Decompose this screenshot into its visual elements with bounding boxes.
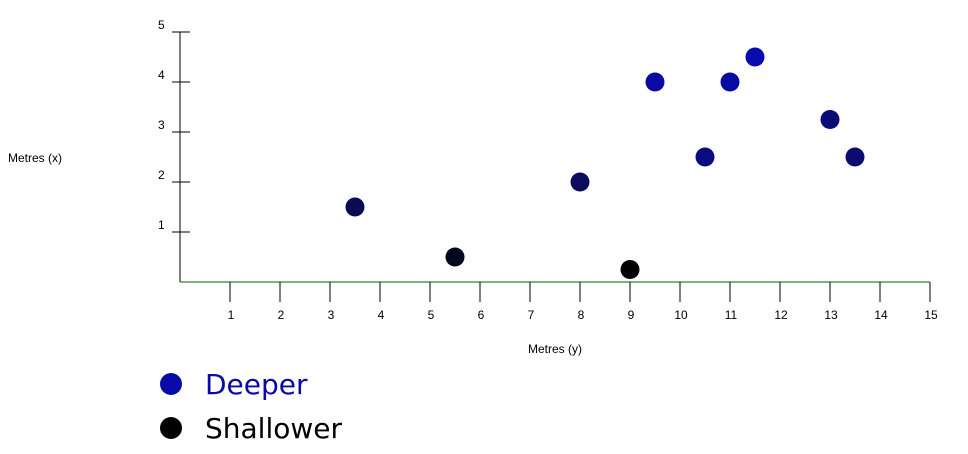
- data-point-1: [345, 197, 365, 217]
- data-point-6: [695, 147, 715, 167]
- x-tick-label-15: 15: [924, 308, 938, 322]
- x-tick-label-2: 2: [278, 308, 285, 322]
- y-tick-label-4: 4: [158, 68, 165, 82]
- legend-label-deeper: Deeper: [205, 367, 308, 401]
- data-point-7: [720, 72, 740, 92]
- y-tick-label-5: 5: [158, 18, 165, 32]
- x-tick-label-5: 5: [428, 308, 435, 322]
- legend-item-deeper: Deeper: [160, 362, 342, 406]
- data-points: [345, 47, 865, 279]
- data-point-9: [820, 110, 840, 129]
- x-tick-label-14: 14: [874, 308, 888, 322]
- y-axis-title: Metres (x): [8, 151, 62, 165]
- x-tick-label-1: 1: [228, 308, 235, 322]
- legend-swatch-shallower: [160, 417, 182, 439]
- x-tick-label-12: 12: [774, 308, 788, 322]
- data-point-5: [645, 72, 665, 92]
- x-tick-label-8: 8: [578, 308, 585, 322]
- x-tick-label-7: 7: [528, 308, 535, 322]
- data-point-10: [845, 147, 865, 167]
- data-point-4: [620, 260, 640, 279]
- x-tick-label-6: 6: [478, 308, 485, 322]
- x-tick-label-11: 11: [725, 308, 738, 322]
- x-axis-title: Metres (y): [528, 342, 582, 356]
- legend-swatch-deeper: [160, 373, 182, 395]
- legend: Deeper Shallower: [160, 362, 342, 450]
- x-tick-label-9: 9: [628, 308, 635, 322]
- x-tick-label-4: 4: [378, 308, 385, 322]
- legend-label-shallower: Shallower: [205, 411, 343, 445]
- x-tick-label-3: 3: [328, 308, 335, 322]
- legend-item-shallower: Shallower: [160, 406, 342, 450]
- data-point-8: [745, 47, 765, 67]
- y-tick-label-2: 2: [158, 168, 165, 182]
- data-point-3: [570, 172, 590, 192]
- y-tick-label-1: 1: [158, 218, 165, 232]
- x-tick-label-13: 13: [824, 308, 838, 322]
- x-tick-label-10: 10: [674, 308, 688, 322]
- data-point-2: [445, 247, 465, 267]
- y-tick-label-3: 3: [158, 118, 165, 132]
